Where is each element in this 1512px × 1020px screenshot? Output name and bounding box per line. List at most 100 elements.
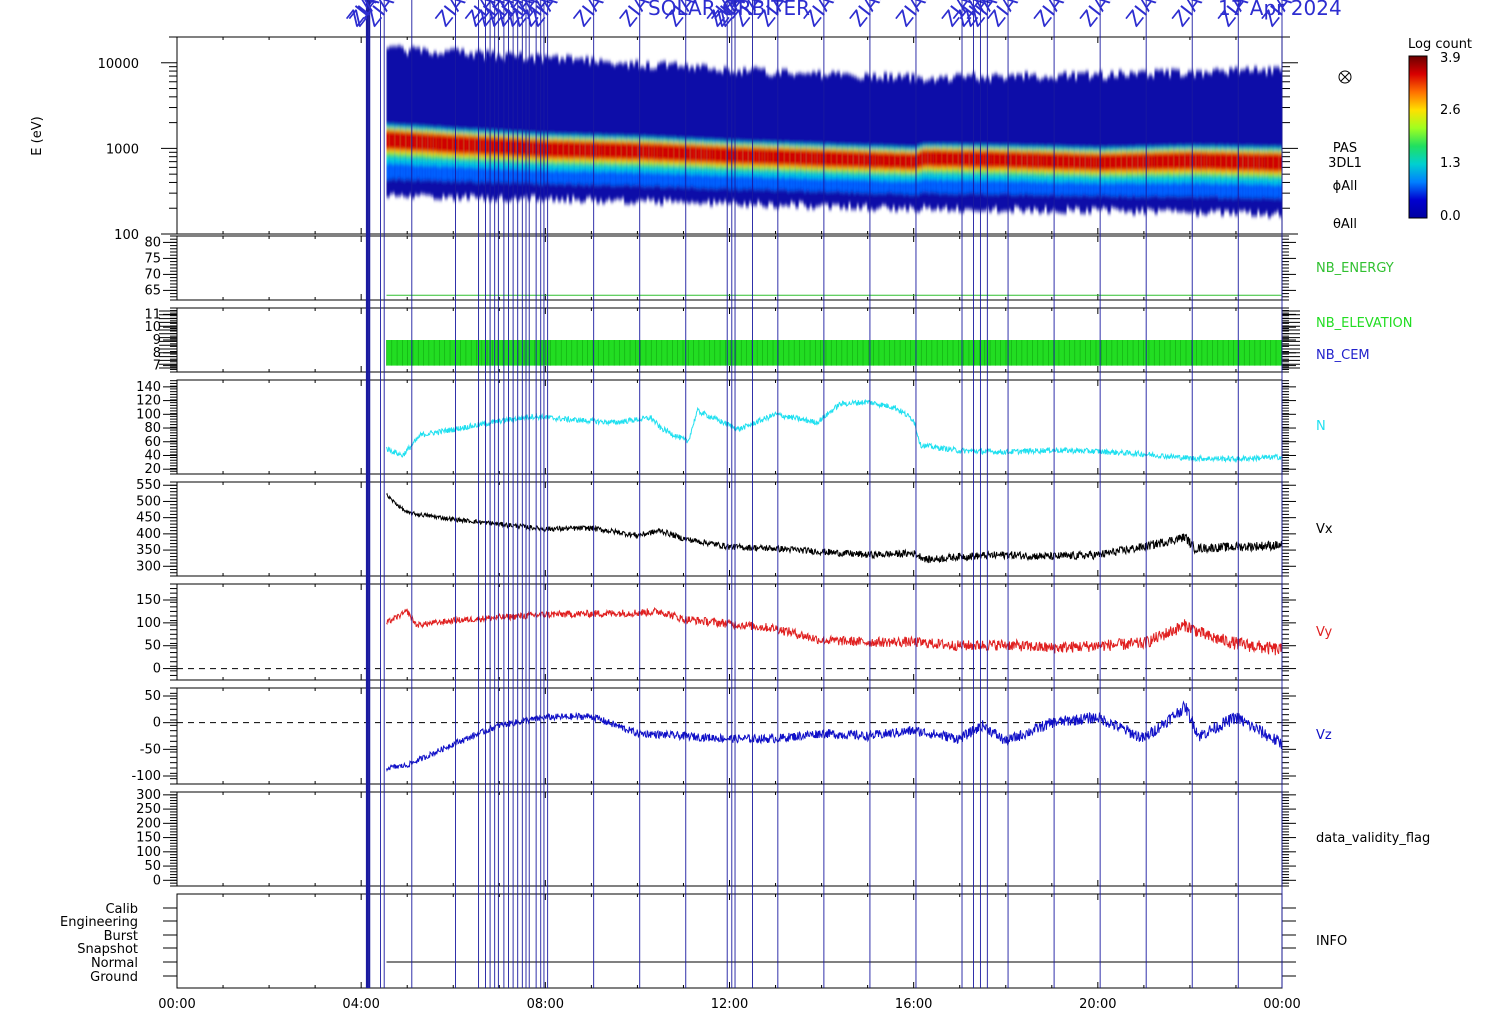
spectrogram-column bbox=[1176, 69, 1180, 212]
spectrogram-column bbox=[991, 75, 995, 209]
spectrogram-column bbox=[817, 70, 821, 206]
info-tick-label: Ground bbox=[90, 970, 138, 985]
spectrogram-column bbox=[1110, 71, 1114, 208]
spectrogram-band bbox=[455, 135, 459, 153]
spectrogram-band bbox=[422, 133, 426, 151]
colorbar-title: Log count bbox=[1408, 37, 1472, 52]
spectrogram-column bbox=[1262, 68, 1266, 215]
spectrogram-band bbox=[1270, 153, 1274, 171]
spectrogram-band bbox=[394, 131, 399, 149]
spectrogram-column bbox=[386, 47, 390, 198]
spectrogram-band bbox=[1063, 153, 1067, 170]
spectrogram-band bbox=[878, 152, 882, 168]
spectrogram-band bbox=[684, 145, 689, 162]
spectrogram-column bbox=[762, 68, 766, 207]
spectrogram-column bbox=[925, 80, 929, 209]
spectrogram-band bbox=[803, 150, 807, 166]
spectrogram-band bbox=[461, 136, 465, 153]
spectrogram-column bbox=[1027, 77, 1031, 209]
spectrogram-band bbox=[930, 150, 935, 166]
spectrogram-band bbox=[671, 144, 675, 161]
spectrogram-column bbox=[1171, 69, 1175, 212]
spectrogram-column bbox=[397, 45, 401, 197]
spectrogram-band bbox=[869, 152, 874, 168]
spectrogram-band bbox=[856, 152, 860, 167]
spectrogram-band bbox=[596, 142, 600, 159]
spectrogram-column bbox=[869, 79, 874, 209]
spectrogram-column bbox=[1090, 76, 1095, 208]
spectrogram-column bbox=[427, 54, 432, 196]
spectrogram-column bbox=[706, 69, 711, 200]
spectrogram-column bbox=[1135, 75, 1139, 209]
spectrogram-band bbox=[1008, 152, 1012, 168]
spectrogram-band bbox=[419, 133, 424, 151]
spectrogram-band bbox=[925, 150, 929, 166]
spectrogram-band bbox=[908, 153, 912, 169]
spectrogram-column bbox=[853, 76, 857, 210]
spectrogram-column bbox=[1041, 78, 1045, 212]
3-tick-label: 140 bbox=[136, 380, 161, 395]
spectrogram-band bbox=[1093, 154, 1098, 171]
spectrogram-column bbox=[640, 66, 645, 201]
spectrogram-column bbox=[1234, 67, 1238, 216]
spectrogram-band bbox=[543, 141, 548, 157]
time-tick-label: 00:00 bbox=[1263, 997, 1300, 1012]
spectrogram-column bbox=[872, 73, 877, 211]
spectrogram-band bbox=[1088, 154, 1092, 170]
event-marker-label: ZIAS bbox=[891, 0, 938, 31]
spectrogram-column bbox=[693, 70, 697, 204]
7-tick-label: 50 bbox=[144, 859, 161, 874]
2-tick-label: 11 bbox=[144, 307, 161, 322]
spectrogram-column bbox=[1005, 78, 1009, 212]
spectrogram-band bbox=[1201, 152, 1205, 170]
spectrogram-band bbox=[427, 134, 432, 151]
direction-into-page-icon bbox=[1338, 70, 1352, 84]
spectrogram-band bbox=[867, 152, 871, 168]
spectrogram-band bbox=[1019, 152, 1023, 168]
spectrogram-band bbox=[1267, 153, 1272, 171]
spectrogram-column bbox=[596, 63, 600, 204]
spectrogram-band bbox=[1140, 153, 1145, 170]
event-marker-label: ZIAS bbox=[1167, 0, 1214, 31]
spectrogram-band bbox=[1259, 153, 1263, 171]
velocity-y-series-line bbox=[386, 606, 1283, 656]
spectrogram-band bbox=[861, 152, 866, 168]
spectrogram-band bbox=[1215, 153, 1219, 170]
7-tick-label: 100 bbox=[136, 845, 161, 860]
spectrogram-band bbox=[839, 151, 843, 167]
6-tick-label: 50 bbox=[144, 689, 161, 704]
spectrogram-column bbox=[1126, 76, 1131, 211]
spectrogram-column bbox=[828, 74, 832, 210]
spectrogram-column bbox=[430, 55, 435, 197]
spectrogram-column bbox=[814, 73, 819, 207]
spectrogram-band bbox=[469, 136, 473, 154]
spectrogram-column bbox=[1195, 70, 1200, 217]
spectrogram-column bbox=[729, 73, 733, 204]
spectrogram-band bbox=[977, 151, 982, 167]
spectrogram-column bbox=[590, 57, 595, 201]
spectrogram-band bbox=[662, 144, 667, 161]
colorbar: Log count 3.9 2.6 1.3 0.0 bbox=[1408, 37, 1472, 224]
spectrogram-band bbox=[916, 152, 921, 169]
spectrogram-band bbox=[441, 134, 446, 152]
spectrogram-column bbox=[604, 61, 609, 201]
spectrogram-column bbox=[955, 73, 959, 207]
spectrogram-band bbox=[499, 138, 504, 155]
spectrogram-column bbox=[770, 76, 774, 204]
spectrogram-column bbox=[717, 71, 722, 201]
spectrogram-column bbox=[1074, 79, 1078, 208]
velocity-x-series-line bbox=[386, 492, 1283, 564]
spectrogram-column bbox=[800, 73, 805, 203]
spectrogram-column bbox=[624, 62, 628, 205]
spectrogram-column bbox=[1264, 74, 1269, 213]
spectrogram-band bbox=[864, 152, 868, 168]
1-tick-label: 80 bbox=[144, 235, 161, 250]
spectrogram-band bbox=[831, 151, 835, 167]
spectrogram-column bbox=[1267, 67, 1272, 218]
spectrogram-band bbox=[411, 132, 415, 150]
spectrogram-column bbox=[892, 80, 896, 206]
spectrogram-band bbox=[767, 149, 772, 164]
spectrogram-column bbox=[577, 58, 581, 200]
spectrogram-column bbox=[1104, 79, 1109, 209]
